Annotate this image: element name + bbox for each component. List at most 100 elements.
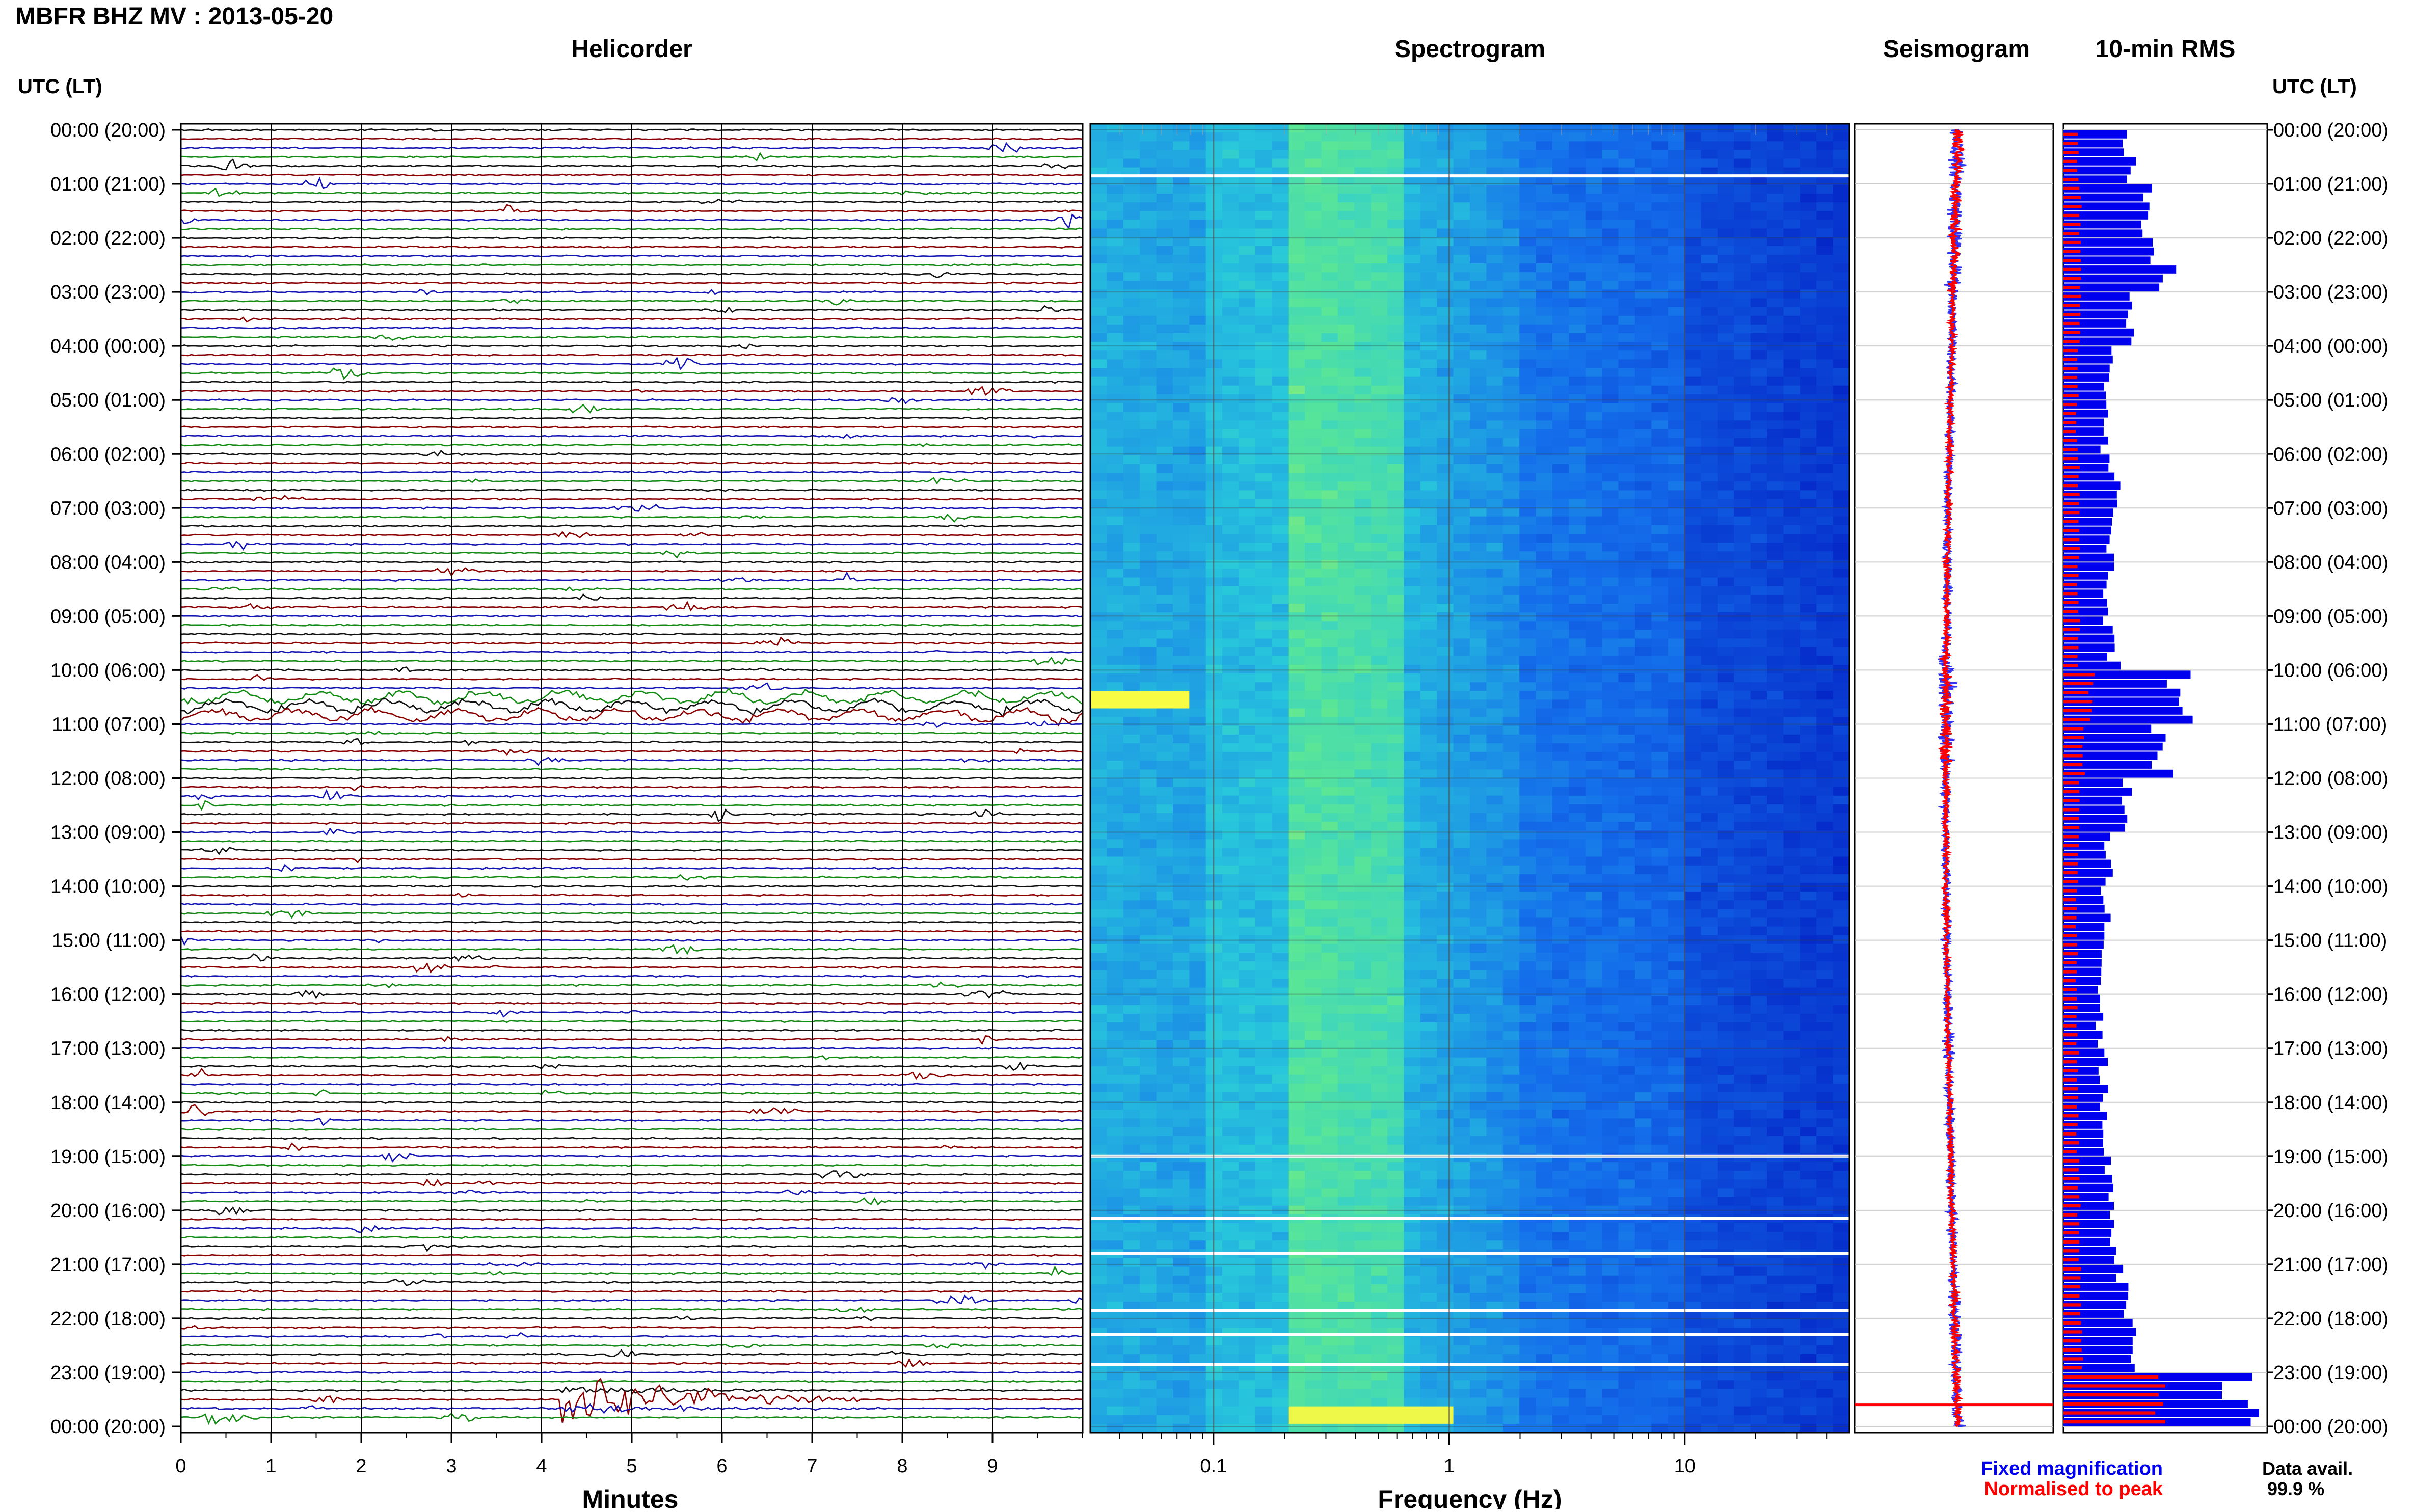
spectrogram-cell — [1634, 795, 1652, 805]
spectrogram-cell — [1470, 630, 1487, 639]
spectrogram-cell — [1173, 778, 1190, 788]
spectrogram-cell — [1750, 909, 1767, 919]
spectrogram-cell — [1701, 1040, 1718, 1049]
spectrogram-cell — [1634, 298, 1652, 308]
spectrogram-cell — [1387, 717, 1405, 726]
spectrogram-cell — [1602, 507, 1619, 517]
spectrogram-cell — [1288, 560, 1305, 570]
spectrogram-cell — [1701, 778, 1718, 788]
spectrogram-cell — [1585, 961, 1602, 971]
spectrogram-cell — [1750, 254, 1767, 264]
spectrogram-cell — [1569, 987, 1586, 997]
spectrogram-cell — [1585, 970, 1602, 980]
spectrogram-cell — [1090, 883, 1108, 892]
spectrogram-cell — [1486, 516, 1504, 526]
spectrogram-cell — [1783, 595, 1801, 604]
spectrogram-cell — [1255, 455, 1273, 465]
spectrogram-cell — [1222, 778, 1240, 788]
spectrogram-cell — [1734, 996, 1751, 1006]
spectrogram-cell — [1173, 953, 1190, 962]
spectrogram-cell — [1420, 586, 1437, 596]
spectrogram-cell — [1189, 359, 1206, 369]
spectrogram-cell — [1470, 682, 1487, 691]
spectrogram-cell — [1288, 394, 1305, 403]
spectrogram-cell — [1602, 1022, 1619, 1032]
spectrogram-cell — [1767, 778, 1784, 788]
spectrogram-cell — [1437, 813, 1454, 822]
spectrogram-cell — [1634, 560, 1652, 570]
spectrogram-cell — [1783, 1031, 1801, 1041]
spectrogram-cell — [1107, 176, 1124, 185]
spectrogram-cell — [1305, 446, 1322, 456]
spectrogram-cell — [1123, 604, 1140, 613]
spectrogram-cell — [1305, 184, 1322, 194]
spectrogram-cell — [1288, 987, 1305, 997]
spectrogram-cell — [1618, 839, 1635, 849]
spectrogram-cell — [1486, 412, 1504, 421]
spectrogram-cell — [1140, 132, 1157, 142]
spectrogram-cell — [1651, 412, 1669, 421]
spectrogram-cell — [1173, 412, 1190, 421]
spectrogram-cell — [1189, 263, 1206, 273]
spectrogram-cell — [1486, 839, 1504, 849]
spectrogram-cell — [1189, 132, 1206, 142]
spectrogram-cell — [1404, 996, 1421, 1006]
spectrogram-cell — [1634, 420, 1652, 430]
spectrogram-cell — [1123, 438, 1140, 447]
spectrogram-cell — [1354, 333, 1372, 342]
spectrogram-cell — [1173, 1066, 1190, 1075]
spectrogram-cell — [1404, 368, 1421, 377]
spectrogram-cell — [1354, 682, 1372, 691]
spectrogram-cell — [1453, 595, 1470, 604]
spectrogram-cell — [1552, 647, 1570, 657]
spectrogram-cell — [1800, 1013, 1817, 1023]
spectrogram-cell — [1767, 787, 1784, 796]
spectrogram-cell — [1470, 743, 1487, 752]
spectrogram-cell — [1750, 315, 1767, 325]
spectrogram-cell — [1800, 420, 1817, 430]
spectrogram-cell — [1717, 298, 1735, 308]
spectrogram-cell — [1470, 795, 1487, 805]
spectrogram-cell — [1552, 848, 1570, 857]
spectrogram-cell — [1552, 787, 1570, 796]
spectrogram-cell — [1453, 394, 1470, 403]
spectrogram-cell — [1337, 1040, 1355, 1049]
spectrogram-cell — [1239, 438, 1256, 447]
spectrogram-cell — [1255, 403, 1273, 412]
spectrogram-cell — [1156, 699, 1173, 709]
spectrogram-cell — [1123, 124, 1140, 133]
spectrogram-cell — [1255, 1005, 1273, 1014]
spectrogram-cell — [1651, 883, 1669, 892]
spectrogram-cell — [1668, 725, 1685, 735]
spectrogram-cell — [1602, 246, 1619, 255]
spectrogram-cell — [1618, 560, 1635, 570]
spectrogram-cell — [1634, 909, 1652, 919]
spectrogram-cell — [1502, 996, 1520, 1006]
spectrogram-cell — [1536, 664, 1553, 674]
spectrogram-cell — [1090, 464, 1108, 473]
spectrogram-cell — [1420, 551, 1437, 561]
spectrogram-cell — [1140, 673, 1157, 683]
spectrogram-cell — [1734, 1005, 1751, 1014]
spectrogram-cell — [1536, 289, 1553, 299]
spectrogram-cell — [1123, 734, 1140, 744]
spectrogram-cell — [1569, 1040, 1586, 1049]
spectrogram-cell — [1634, 917, 1652, 927]
spectrogram-cell — [1173, 865, 1190, 875]
spectrogram-cell — [1816, 473, 1834, 482]
spectrogram-cell — [1337, 970, 1355, 980]
spectrogram-cell — [1222, 158, 1240, 168]
spectrogram-cell — [1602, 979, 1619, 988]
spectrogram-cell — [1734, 926, 1751, 936]
spectrogram-cell — [1800, 350, 1817, 360]
spectrogram-cell — [1239, 822, 1256, 831]
spectrogram-cell — [1470, 132, 1487, 142]
spectrogram-cell — [1107, 664, 1124, 674]
spectrogram-cell — [1750, 569, 1767, 578]
spectrogram-cell — [1437, 804, 1454, 814]
spectrogram-cell — [1536, 699, 1553, 709]
spectrogram-cell — [1816, 394, 1834, 403]
spectrogram-cell — [1734, 1022, 1751, 1032]
spectrogram-cell — [1536, 516, 1553, 526]
spectrogram-cell — [1783, 158, 1801, 168]
